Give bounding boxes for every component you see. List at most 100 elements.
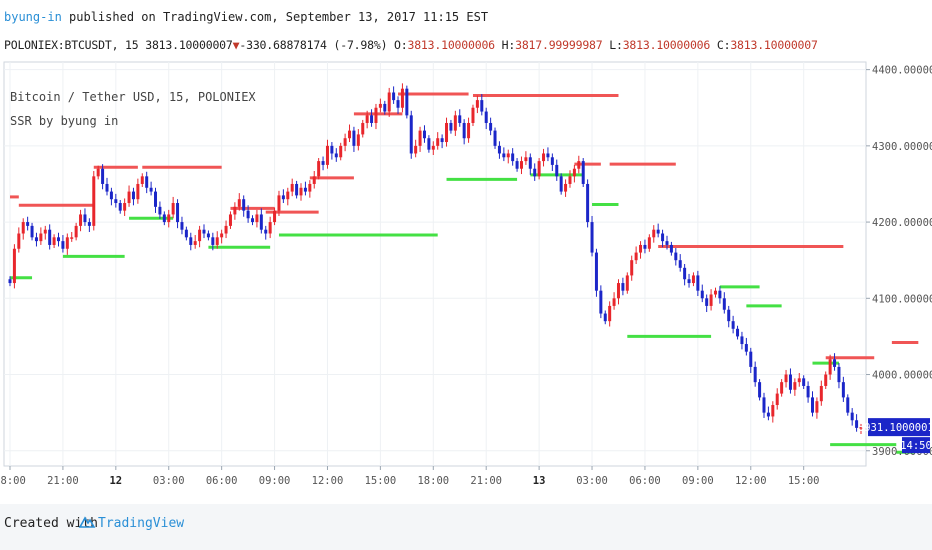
- candle-body: [762, 397, 766, 413]
- candle-body: [493, 130, 497, 146]
- candle-body: [815, 401, 819, 413]
- price-chart[interactable]: 4400.00000000 4300.00000000 4200.00000000 4…: [0, 0, 932, 504]
- candle-body: [383, 103, 387, 112]
- candle-body: [661, 233, 665, 242]
- candle-body: [65, 237, 69, 249]
- candle-body: [361, 122, 365, 135]
- candle-body: [339, 145, 343, 158]
- ohlc-bar: POLONIEX:BTCUSDT, 15 3813.10000007▼-330.…: [4, 38, 818, 52]
- candle-body: [70, 237, 74, 239]
- candle-body: [744, 344, 748, 352]
- candle-body: [87, 222, 91, 226]
- tradingview-link[interactable]: TradingView: [98, 516, 185, 531]
- candle-body: [52, 237, 56, 245]
- candle-body: [727, 309, 731, 322]
- candle-body: [140, 176, 144, 184]
- candle-body: [264, 229, 268, 234]
- candle-body: [431, 145, 435, 150]
- candle-body: [480, 100, 484, 112]
- candle-body: [228, 214, 232, 226]
- x-tick-label: 03:00: [153, 475, 185, 487]
- candle-body: [528, 157, 532, 169]
- candle-body: [409, 115, 413, 154]
- candle-body: [568, 176, 572, 184]
- candle-body: [21, 222, 25, 234]
- candle-body: [131, 191, 135, 200]
- candle-body: [445, 122, 449, 143]
- candle-body: [17, 233, 21, 249]
- candle-body: [79, 214, 83, 226]
- candle-body: [436, 138, 440, 146]
- candle-body: [299, 187, 303, 196]
- candle-body: [154, 191, 158, 207]
- x-tick-label: 15:00: [788, 475, 820, 487]
- candle-body: [220, 233, 224, 238]
- candle-body: [330, 145, 334, 154]
- ssr-levels: [10, 92, 919, 454]
- candle-body: [422, 130, 426, 139]
- candle-body: [678, 260, 682, 268]
- candle-body: [533, 168, 537, 177]
- candle-body: [766, 412, 770, 417]
- published-text: published on TradingView.com, September …: [69, 10, 489, 24]
- candle-body: [511, 153, 515, 162]
- candle-body: [449, 122, 453, 131]
- candle-body: [691, 275, 695, 284]
- candle-body: [669, 244, 673, 253]
- candle-body: [810, 397, 814, 413]
- candle-body: [793, 382, 797, 390]
- candle-body: [740, 336, 744, 345]
- candle-body: [365, 115, 369, 123]
- candle-body: [440, 138, 444, 143]
- footer: Created with TradingView: [0, 504, 932, 550]
- candle-body: [224, 225, 228, 234]
- y-tick-label: 4400.00000000: [872, 65, 932, 77]
- down-arrow-icon: ▼: [232, 38, 240, 52]
- candle-body: [502, 153, 506, 158]
- candle-body: [828, 359, 832, 375]
- candle-body: [515, 161, 519, 169]
- grid: [4, 62, 866, 466]
- candle-body: [321, 161, 325, 165]
- candle-body: [687, 279, 691, 284]
- price-tags: 3931.10000013 14:50: [858, 418, 932, 454]
- candle-body: [586, 183, 590, 223]
- candle-body: [616, 283, 620, 299]
- candle-body: [753, 366, 757, 383]
- candle-body: [255, 214, 259, 223]
- candle-body: [674, 252, 678, 261]
- last-price: 3813.10000007: [145, 38, 233, 52]
- candle-body: [590, 222, 594, 253]
- candle-body: [537, 161, 541, 177]
- candle-body: [48, 229, 52, 245]
- candle-body: [665, 241, 669, 245]
- candle-body: [837, 366, 841, 383]
- candle-body: [705, 298, 709, 306]
- candle-body: [555, 164, 559, 177]
- series-title: Bitcoin / Tether USD, 15, POLONIEX: [10, 90, 256, 104]
- candle-body: [396, 100, 400, 108]
- candle-body: [775, 393, 779, 406]
- low-label: L:: [609, 38, 623, 52]
- candle-body: [546, 153, 550, 158]
- candle-body: [189, 237, 193, 245]
- time-tag-bg: [902, 437, 930, 454]
- author-link[interactable]: byung-in: [4, 10, 62, 24]
- open-label: O:: [394, 38, 408, 52]
- candle-body: [149, 187, 153, 192]
- indicator-title[interactable]: SSR by byung in: [10, 114, 119, 128]
- candle-body: [198, 229, 202, 242]
- candle-body: [167, 214, 171, 223]
- candle-body: [136, 183, 140, 200]
- candle-body: [202, 229, 206, 234]
- candle-body: [356, 134, 360, 146]
- candle-body: [334, 153, 338, 158]
- candle-body: [277, 195, 281, 211]
- candle-body: [709, 294, 713, 306]
- candle-body: [621, 283, 625, 291]
- candle-body: [57, 237, 61, 242]
- change-value: -330.68878174 (-7.98%): [239, 38, 388, 52]
- candle-body: [806, 385, 810, 398]
- high-value: 3817.99999987: [515, 38, 603, 52]
- close-value: 3813.10000007: [730, 38, 818, 52]
